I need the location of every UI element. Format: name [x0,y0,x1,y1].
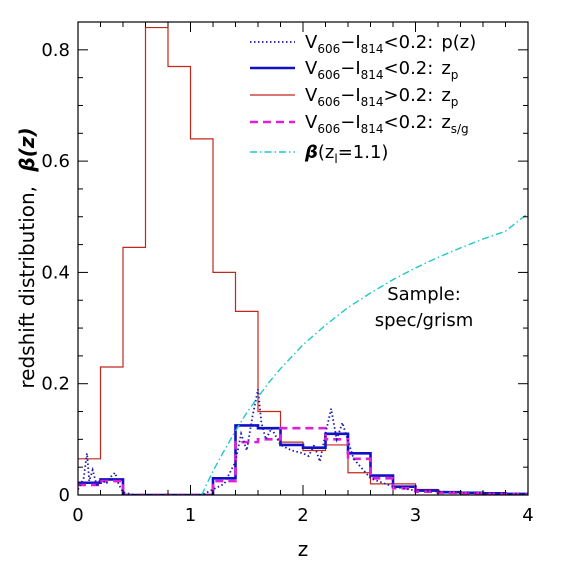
y-tick-label: 0.8 [41,40,70,61]
y-tick-label: 0.4 [41,262,70,283]
x-tick-label: 3 [410,505,421,526]
legend-entry-beta: β(zl=1.1) [304,142,388,166]
y-axis-label-symbol: β(z) [15,127,39,172]
y-tick-label: 0.2 [41,374,70,395]
x-tick-label: 0 [72,505,83,526]
y-tick-label: 0.6 [41,151,70,172]
x-tick-label: 1 [185,505,196,526]
legend-entry-zp_red: V606−I814>0.2: zp [305,85,458,109]
legend-entry-zsg: V606−I814<0.2: zs/g [305,112,469,136]
series-layer [78,26,528,495]
series-pz [78,389,528,495]
x-axis-label: z [298,537,309,561]
series-zsg [78,426,528,495]
series-beta [201,212,528,495]
tick-layer: 0 1 2 3 4 0 0.2 0.4 0.6 0.8 [41,21,534,526]
series-zp_blue [78,424,528,495]
x-tick-label: 4 [522,505,533,526]
svg-text:redshift distribution, β: redshift distribution, β(z) [15,127,39,388]
annotation: Sample: spec/grism [375,284,474,331]
legend: V606−I814<0.2: p(z)V606−I814<0.2: zp V606−I… [250,32,476,166]
legend-entry-zp_blue: V606−I814<0.2: zp [305,58,458,82]
y-axis-label: redshift distribution, β(z) [15,127,39,388]
series-zp_red [78,26,528,495]
annotation-line-2: spec/grism [375,310,474,331]
legend-entry-pz: V606−I814<0.2: p(z) [305,32,476,56]
annotation-line-1: Sample: [387,284,461,305]
x-tick-label: 2 [297,505,308,526]
y-tick-label: 0 [59,485,70,506]
y-axis-label-text: redshift distribution, [15,186,39,389]
